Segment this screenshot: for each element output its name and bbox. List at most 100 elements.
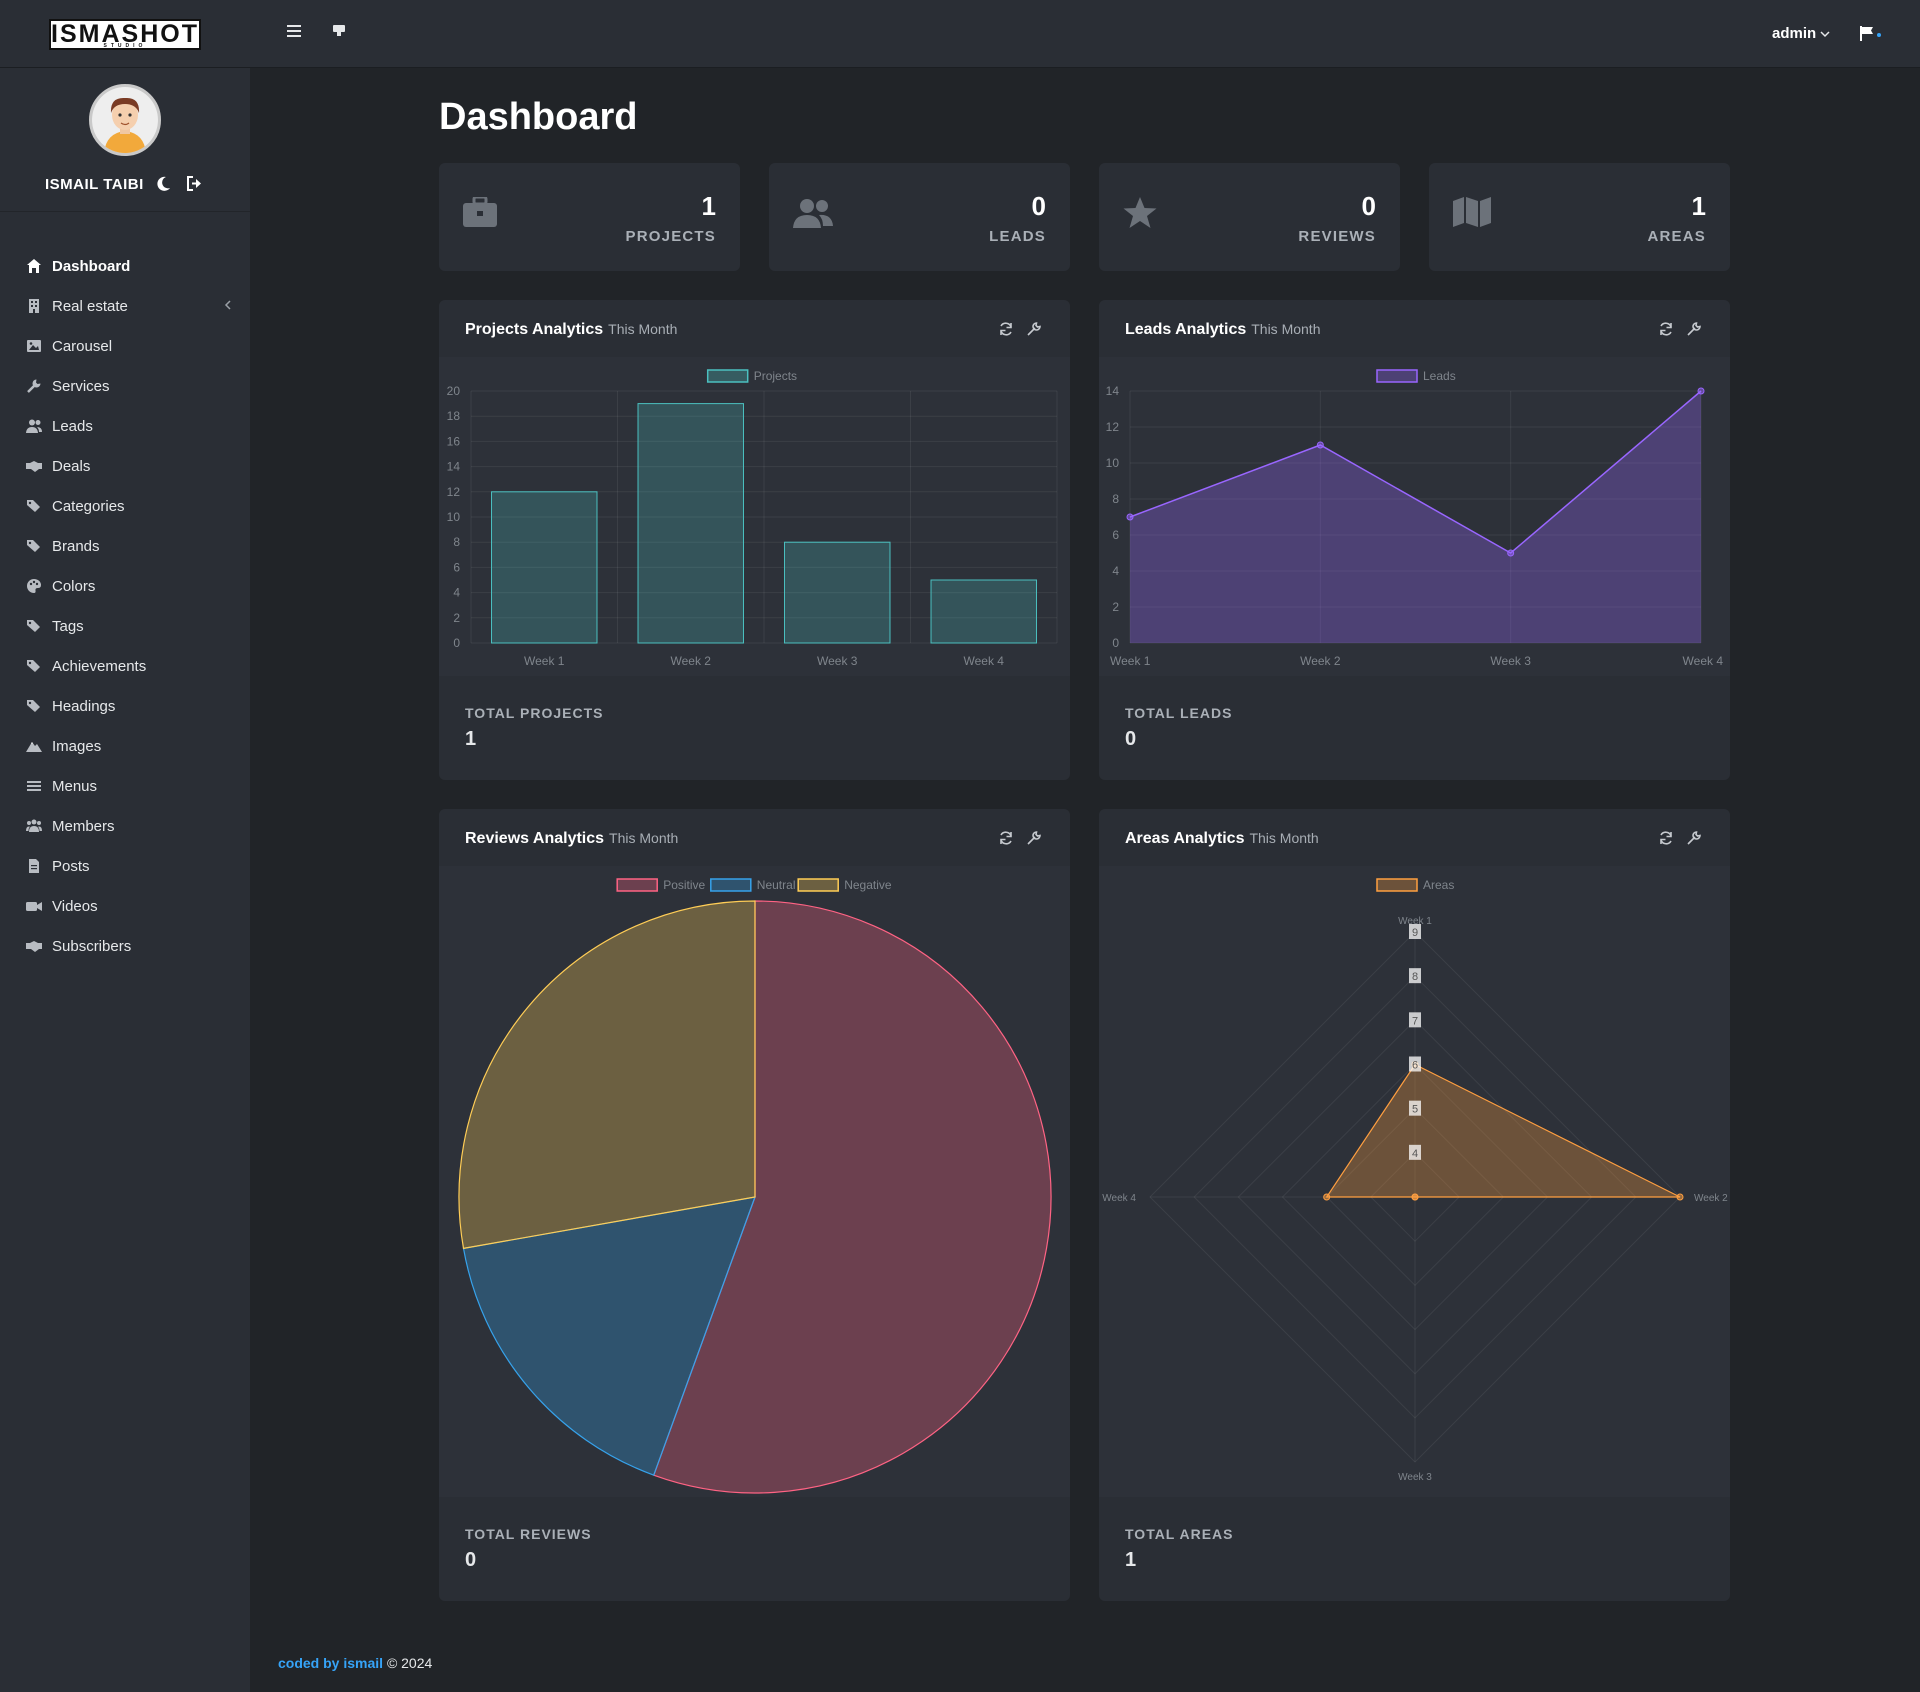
reviews-analytics-card: Reviews Analytics This Month Positive Neut… (439, 809, 1070, 1601)
wrench-icon (25, 378, 42, 395)
r-tick-label: 5 (1412, 1104, 1418, 1116)
notification-dot (1877, 33, 1881, 37)
card-header: Areas Analytics This Month (1099, 809, 1730, 866)
data-point (1411, 1193, 1419, 1201)
refresh-icon[interactable] (998, 830, 1014, 851)
user-menu-label[interactable]: admin (1772, 25, 1817, 42)
wrench-icon[interactable] (1686, 830, 1702, 851)
radar-grid (1370, 1152, 1460, 1242)
flag-icon[interactable] (1860, 26, 1874, 46)
hamburger-icon[interactable] (287, 22, 302, 43)
stat-value: 1 (701, 191, 716, 221)
radar-grid (1149, 931, 1681, 1463)
card-title: Areas Analytics This Month (1125, 830, 1319, 847)
legend-swatch (1376, 878, 1418, 892)
y-tick-label: 0 (1112, 636, 1119, 650)
sidebar-item-services[interactable]: Services (0, 366, 250, 406)
chart-area: Projects 0 2 4 6 8 10 12 14 16 18 20 Week 1 Week 2 Wee… (439, 357, 1070, 676)
avatar[interactable] (89, 84, 161, 156)
stat-label: REVIEWS (1298, 228, 1376, 245)
mountain-icon (25, 738, 42, 755)
sidebar-item-headings[interactable]: Headings (0, 686, 250, 726)
moon-icon[interactable] (157, 176, 171, 196)
x-tick-label: Week 2 (671, 654, 712, 668)
x-tick-label: Week 2 (1300, 654, 1341, 668)
page-footer: coded by ismail © 2024 (278, 1655, 432, 1671)
sidebar-item-videos[interactable]: Videos (0, 886, 250, 926)
data-point (1323, 1193, 1331, 1201)
tags-icon (25, 658, 42, 675)
wrench-icon[interactable] (1026, 830, 1042, 851)
r-tick-label: 7 (1412, 1015, 1418, 1027)
x-tick-label: Week 1 (1110, 654, 1151, 668)
sidebar-item-label: Posts (52, 857, 90, 875)
sidebar-item-subscribers[interactable]: Subscribers (0, 926, 250, 966)
brand-logo[interactable]: ISMASHOT STUDIO (49, 19, 201, 50)
y-tick-label: 4 (453, 586, 460, 600)
sidebar-item-tags[interactable]: Tags (0, 606, 250, 646)
stat-card-leads[interactable]: 0 LEADS (769, 163, 1070, 271)
card-footer-label: TOTAL LEADS (1125, 705, 1233, 721)
sidebar-item-categories[interactable]: Categories (0, 486, 250, 526)
gift-icon[interactable] (333, 22, 345, 43)
sidebar-item-posts[interactable]: Posts (0, 846, 250, 886)
sidebar-item-real-estate[interactable]: Real estate (0, 286, 250, 326)
legend-swatch (706, 369, 749, 383)
legend-label: Negative (844, 878, 892, 892)
sidebar-item-label: Leads (52, 417, 93, 435)
logo-text: ISMASHOT (51, 20, 199, 48)
tick-backdrop (1409, 924, 1421, 939)
leads-area-chart: Leads 0 2 4 6 8 10 12 14 Week 1 Week 2 Week 3 Week 4 (1106, 369, 1724, 668)
sidebar-item-deals[interactable]: Deals (0, 446, 250, 486)
sidebar-item-label: Categories (52, 497, 125, 515)
sidebar-item-label: Menus (52, 777, 98, 795)
sidebar-item-images[interactable]: Images (0, 726, 250, 766)
sidebar-item-achievements[interactable]: Achievements (0, 646, 250, 686)
projects-analytics-card: Projects Analytics This Month Projects 0 2 4… (439, 300, 1070, 780)
card-header: Reviews Analytics This Month (439, 809, 1070, 866)
bar (930, 579, 1037, 644)
legend-label: Positive (663, 878, 705, 892)
refresh-icon[interactable] (1658, 321, 1674, 342)
sidebar-item-brands[interactable]: Brands (0, 526, 250, 566)
y-tick-label: 10 (447, 510, 461, 524)
series-line (1129, 390, 1702, 554)
legend-swatch (1376, 369, 1418, 383)
footer-author-link[interactable]: coded by ismail (278, 1655, 384, 1671)
radar-grid (1237, 1019, 1593, 1375)
stat-card-areas[interactable]: 1 AREAS (1429, 163, 1730, 271)
sidebar-item-label: Services (52, 377, 110, 395)
sidebar-item-carousel[interactable]: Carousel (0, 326, 250, 366)
wrench-icon[interactable] (1026, 321, 1042, 342)
sidebar-item-menus[interactable]: Menus (0, 766, 250, 806)
chevron-left-icon[interactable] (224, 299, 232, 313)
legend-label: Neutral (757, 878, 796, 892)
card-tools (998, 321, 1042, 342)
wrench-icon[interactable] (1686, 321, 1702, 342)
y-tick-label: 2 (1112, 600, 1119, 614)
logout-icon[interactable] (186, 176, 204, 196)
card-footer-value: 1 (465, 728, 477, 750)
refresh-icon[interactable] (998, 321, 1014, 342)
sidebar-item-label: Headings (52, 697, 116, 715)
sidebar-item-dashboard[interactable]: Dashboard (0, 246, 250, 286)
refresh-icon[interactable] (1658, 830, 1674, 851)
sidebar-item-label: Brands (52, 537, 100, 555)
sidebar-item-members[interactable]: Members (0, 806, 250, 846)
stat-card-reviews[interactable]: 0 REVIEWS (1099, 163, 1400, 271)
sidebar-item-colors[interactable]: Colors (0, 566, 250, 606)
file-icon (25, 858, 42, 875)
bar (784, 541, 891, 644)
sidebar-item-label: Real estate (52, 297, 128, 315)
handshake-icon (25, 458, 42, 475)
stat-card-projects[interactable]: 1 PROJECTS (439, 163, 740, 271)
card-tools (998, 830, 1042, 851)
sidebar-item-leads[interactable]: Leads (0, 406, 250, 446)
category-label: Week 1 (1398, 916, 1432, 927)
r-tick-label: 4 (1412, 1148, 1418, 1160)
reviews-pie-chart: Positive Neutral Negative (458, 878, 1052, 1494)
map-icon (1453, 197, 1491, 232)
x-tick-label: Week 4 (964, 654, 1005, 668)
chevron-down-icon[interactable] (1820, 26, 1830, 38)
image-icon (25, 338, 42, 355)
